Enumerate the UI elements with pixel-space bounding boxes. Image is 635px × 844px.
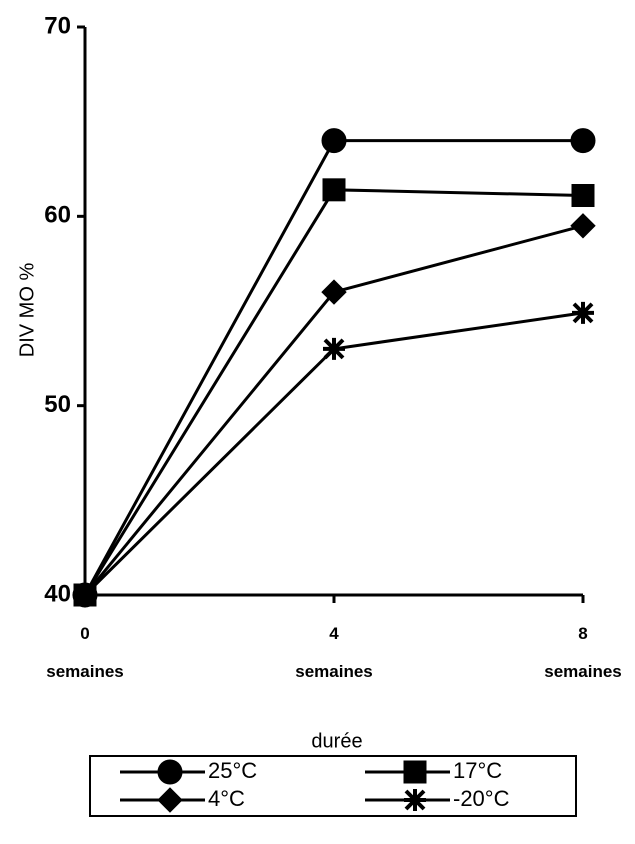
legend-marker [404, 789, 426, 811]
legend-marker [157, 759, 183, 785]
y-tick-label: 40 [44, 580, 71, 607]
y-axis-label: DIV MO % [16, 263, 38, 358]
marker [571, 184, 595, 208]
y-tick-label: 60 [44, 202, 71, 229]
legend-marker [157, 787, 183, 813]
legend-label: 25°C [208, 758, 257, 783]
x-tick-label-box: 8 semaines [544, 624, 622, 681]
marker [74, 584, 96, 606]
legend-label: 4°C [208, 786, 245, 811]
x-tick-label: 4 semaines [295, 624, 373, 681]
series-line [83, 139, 583, 596]
marker [322, 178, 346, 202]
marker [572, 301, 594, 324]
legend-label: 17°C [453, 758, 502, 783]
series-line [83, 188, 584, 596]
x-tick-label-box: 0 semaines [46, 624, 124, 681]
marker [570, 213, 596, 239]
marker [321, 128, 347, 154]
marker [323, 337, 345, 360]
y-tick-label: 50 [44, 391, 71, 418]
x-tick-label: 8 semaines [544, 624, 622, 681]
legend-marker [403, 760, 427, 784]
marker [570, 128, 596, 154]
x-tick-label: 0 semaines [46, 624, 124, 681]
x-tick-label-box: 4 semaines [295, 624, 373, 681]
legend-box [89, 755, 577, 817]
y-tick-label: 70 [44, 12, 71, 39]
x-axis-label: durée [311, 730, 362, 752]
legend-label: -20°C [453, 786, 510, 811]
marker [321, 279, 347, 305]
